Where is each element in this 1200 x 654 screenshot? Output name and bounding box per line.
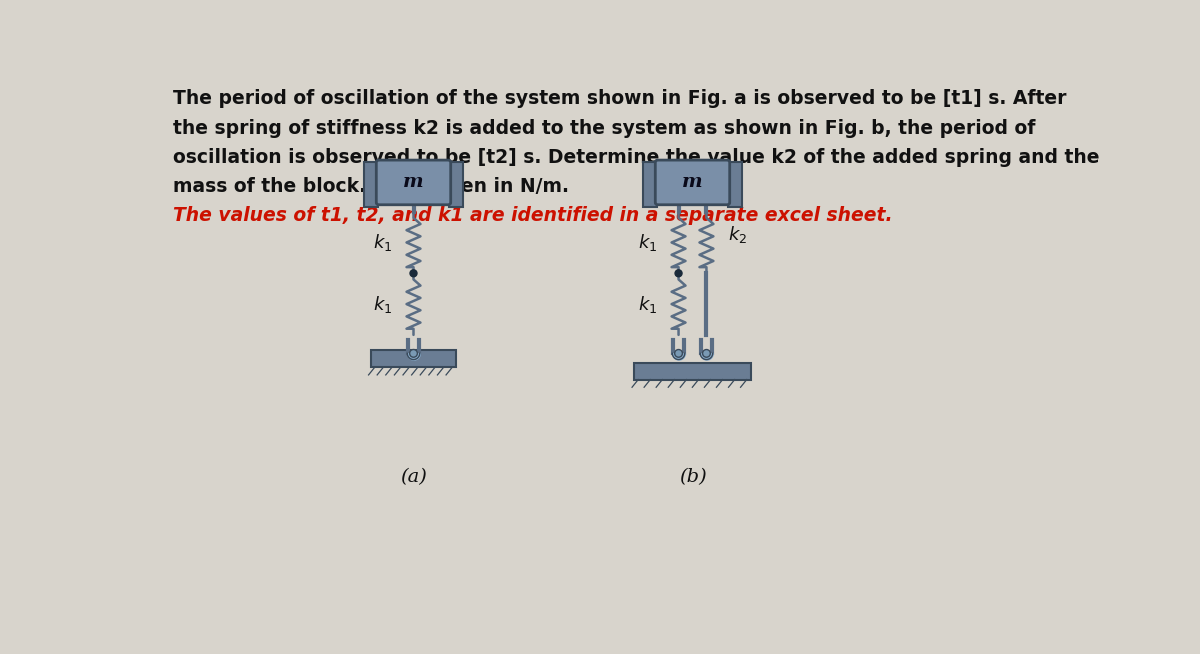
Text: the spring of stiffness k2 is added to the system as shown in Fig. b, the period: the spring of stiffness k2 is added to t… [173, 118, 1036, 137]
Bar [364, 162, 378, 207]
Text: The values of t1, t2, and k1 are identified in a separate excel sheet.: The values of t1, t2, and k1 are identif… [173, 206, 893, 225]
Circle shape [676, 270, 682, 277]
Text: $k_1$: $k_1$ [372, 294, 391, 315]
Text: $k_2$: $k_2$ [728, 224, 748, 245]
Bar [635, 362, 751, 379]
FancyBboxPatch shape [377, 160, 451, 205]
Bar [371, 351, 456, 368]
Circle shape [409, 349, 418, 357]
FancyBboxPatch shape [655, 160, 730, 205]
Text: mass of the block. k1 is given in N/m.: mass of the block. k1 is given in N/m. [173, 177, 569, 196]
Text: (a): (a) [400, 468, 427, 486]
Bar [728, 162, 742, 207]
Text: $k_1$: $k_1$ [372, 232, 391, 253]
Circle shape [410, 270, 416, 277]
Circle shape [702, 349, 710, 357]
Text: $k_1$: $k_1$ [637, 232, 656, 253]
Bar [643, 162, 656, 207]
Text: The period of oscillation of the system shown in Fig. a is observed to be [t1] s: The period of oscillation of the system … [173, 89, 1067, 109]
Text: $k_1$: $k_1$ [637, 294, 656, 315]
Text: m: m [403, 173, 424, 192]
Bar [449, 162, 463, 207]
Text: m: m [682, 173, 703, 192]
Circle shape [674, 349, 683, 357]
Text: (b): (b) [679, 468, 707, 486]
Text: oscillation is observed to be [t2] s. Determine the value k2 of the added spring: oscillation is observed to be [t2] s. De… [173, 148, 1099, 167]
